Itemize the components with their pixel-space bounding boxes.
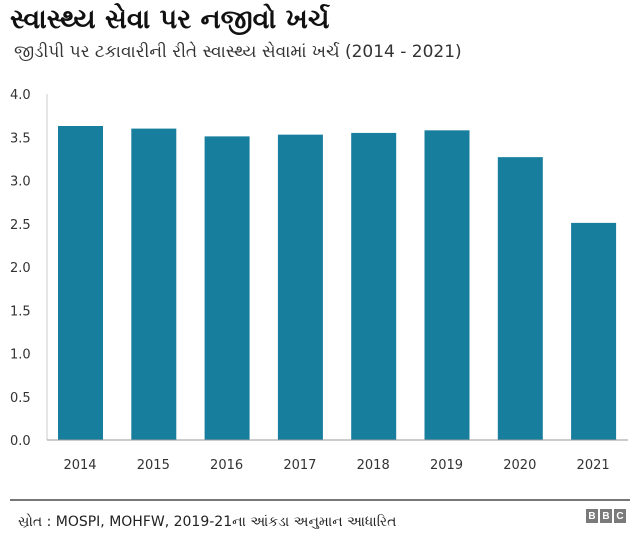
x-tick-label: 2016 [210, 458, 243, 473]
x-tick-label: 2018 [357, 458, 390, 473]
y-tick-label: 4.0 [10, 88, 31, 103]
bar-chart: 0.0 0.5 1.0 1.5 2.0 2.5 3.0 3.5 4.0 2014 2015 2016 2… [10, 88, 628, 473]
bar-2014 [58, 126, 103, 440]
x-tick-label: 2017 [283, 458, 316, 473]
y-tick-label: 3.0 [10, 175, 31, 190]
divider [10, 499, 630, 501]
y-tick-label: 1.0 [10, 348, 31, 363]
bar-2021 [571, 222, 617, 440]
y-tick-label: 2.5 [10, 218, 31, 233]
chart-subtitle: જીડીપી પર ટકાવારીની રીતે સ્વાસ્થ્ય સેવામ… [14, 42, 462, 62]
y-tick-label: 1.5 [10, 304, 31, 319]
y-tick-label: 3.5 [10, 131, 31, 146]
bar-2018 [351, 132, 397, 441]
source-note: સ્રોત : MOSPI, MOHFW, 2019-21ના આંકડા અન… [18, 514, 397, 530]
x-tick-label: 2020 [503, 458, 536, 473]
bar-2020 [497, 157, 543, 440]
x-tick-label: 2021 [577, 458, 610, 473]
y-tick-label: 0.5 [10, 391, 31, 406]
bar-2016 [204, 136, 250, 440]
x-tick-label: 2014 [63, 458, 96, 473]
x-tick-label: 2019 [430, 458, 463, 473]
y-tick-label: 0.0 [10, 434, 31, 449]
bar-2019 [424, 130, 470, 440]
bar-2017 [277, 134, 323, 440]
y-tick-label: 2.0 [10, 261, 31, 276]
chart-title: સ્વાસ્થ્ય સેવા પર નજીવો ખર્ચ [10, 4, 330, 35]
bar-2015 [131, 128, 177, 440]
x-tick-label: 2015 [137, 458, 170, 473]
